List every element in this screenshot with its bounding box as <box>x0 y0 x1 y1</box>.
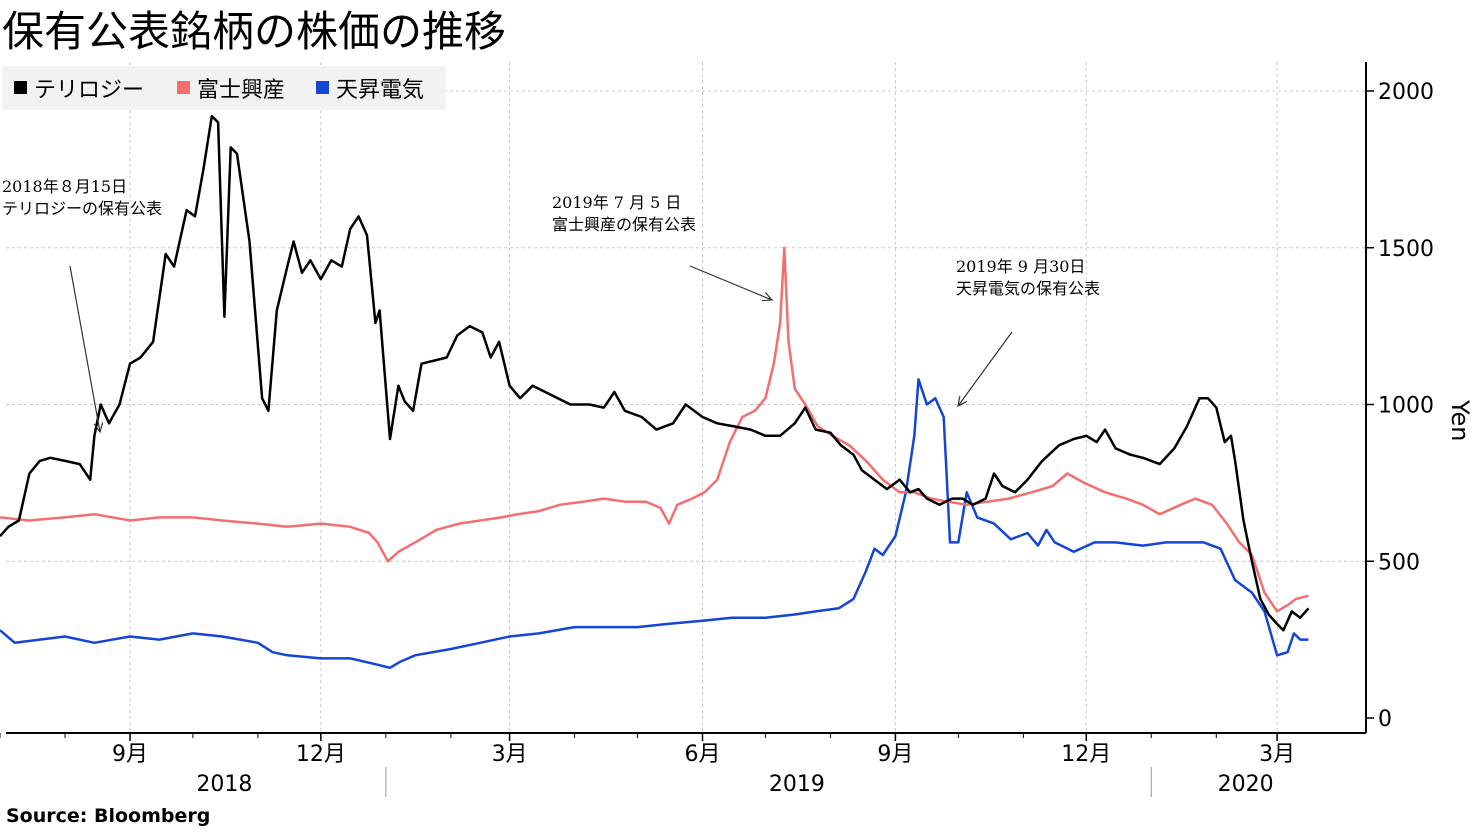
annotation-arrow <box>69 265 101 433</box>
annotation-arrowhead <box>761 292 774 302</box>
legend-label-terilogy: テリロジー <box>34 78 144 103</box>
legend-swatch-fuji-kosan <box>177 81 190 94</box>
annotation-text: 2018年８月15日 <box>2 177 127 196</box>
x-tick-label: 3月 <box>1259 742 1295 767</box>
y-axis-label: Yen <box>1446 399 1474 441</box>
axes: 0 500 1000 1500 2000 9月 12月 3月 6月 9月 12月 3月 2018 2019… <box>0 62 1434 797</box>
grid-lines <box>6 62 1366 733</box>
x-tick-label: 9月 <box>112 742 148 767</box>
x-tick-label: 12月 <box>1061 742 1111 767</box>
x-tick-label: 3月 <box>492 742 528 767</box>
chart-title: 保有公表銘柄の株価の推移 <box>2 7 506 56</box>
annotation-text: 天昇電気の保有公表 <box>956 279 1100 298</box>
series-line-terilogy <box>0 114 1310 632</box>
x-year-label: 2019 <box>769 772 825 797</box>
legend-swatch-tensho-denki <box>316 81 329 94</box>
source-note: Source: Bloomberg <box>6 805 210 827</box>
annotation-arrow <box>957 331 1013 407</box>
y-tick-label: 1000 <box>1378 394 1434 419</box>
annotation-text: 2019年 9 月30日 <box>956 257 1085 276</box>
legend-label-fuji-kosan: 富士興産 <box>197 78 285 103</box>
series-lines <box>0 114 1310 670</box>
annotation-arrowhead <box>93 422 104 434</box>
legend-swatch-terilogy <box>14 81 27 94</box>
y-tick-label: 1500 <box>1378 237 1434 262</box>
annotation-arrowhead <box>957 396 968 408</box>
annotation-text: 富士興産の保有公表 <box>552 215 696 234</box>
legend-label-tensho-denki: 天昇電気 <box>336 78 424 103</box>
series-line-fuji-kosan <box>0 246 1309 613</box>
x-year-label: 2020 <box>1218 772 1274 797</box>
x-year-label: 2018 <box>196 772 252 797</box>
annotation-arrow <box>689 265 773 301</box>
legend-background <box>2 66 446 110</box>
x-tick-label: 12月 <box>296 742 346 767</box>
y-tick-label: 500 <box>1378 550 1420 575</box>
annotation-text: テリロジーの保有公表 <box>2 199 162 218</box>
x-tick-label: 9月 <box>877 742 913 767</box>
y-tick-label: 2000 <box>1378 80 1434 105</box>
y-tick-label: 0 <box>1378 707 1392 732</box>
series-line-tensho-denki <box>0 378 1309 670</box>
legend: テリロジー 富士興産 天昇電気 <box>2 66 446 110</box>
x-tick-label: 6月 <box>685 742 721 767</box>
annotation-text: 2019年 7 月 5 日 <box>552 193 681 212</box>
